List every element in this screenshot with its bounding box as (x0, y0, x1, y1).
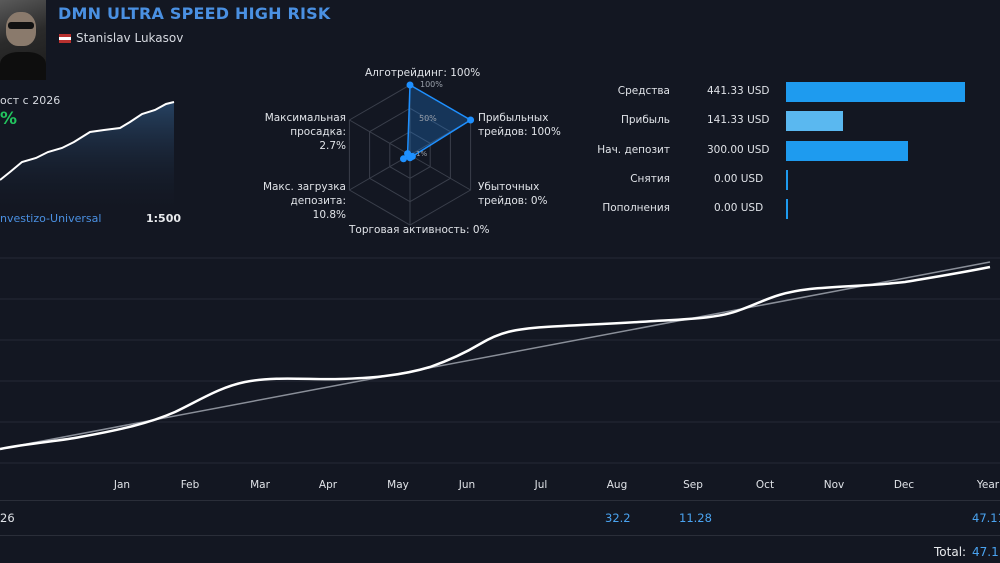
month-label: Feb (180, 479, 200, 491)
equity-trend-line (0, 261, 991, 450)
month-label: Nov (823, 479, 845, 491)
avatar-glasses (8, 22, 34, 29)
broker-server-link[interactable]: nvestizo-Universal (0, 212, 102, 225)
leverage-value: 1:500 (146, 212, 182, 225)
radar-label-profit-line2: трейдов: 100% (478, 126, 561, 138)
summary-bar (786, 111, 843, 132)
radar-label-loss-line2: трейдов: 0% (478, 195, 548, 207)
equity-growth-line (0, 265, 991, 451)
radar-tick-1: 1% (416, 150, 427, 158)
summary-label: Нач. депозит (597, 143, 670, 156)
month-label: Jan (113, 479, 131, 491)
radar-label-loss-trades: Убыточных трейдов: 0% (478, 180, 547, 208)
total-value: 47.11 (972, 545, 1000, 559)
summary-label: Пополнения (602, 202, 670, 215)
equity-chart (0, 257, 1000, 464)
summary-bar (786, 140, 908, 161)
equity-chart-gridlines (0, 257, 1000, 464)
avatar-shirt (0, 52, 46, 80)
radar-label-load-line2: депозита: 10.8% (290, 195, 346, 221)
signal-title[interactable]: DMN ULTRA SPEED HIGH RISK (58, 4, 331, 23)
table-divider-top (0, 500, 1000, 501)
summary-bar (786, 199, 788, 220)
month-label: Jul (534, 479, 548, 491)
sparkline-line (0, 101, 175, 181)
value-sep: 11.28 (679, 511, 712, 525)
summary-value: 0.00 USD (714, 202, 764, 215)
radar-point (406, 81, 414, 89)
radar-axis (349, 119, 411, 156)
month-label: Mar (250, 479, 270, 491)
month-label: Year (976, 479, 1000, 491)
summary-label: Средства (617, 85, 670, 97)
summary-value: 441.33 USD (707, 85, 770, 97)
summary-bar (786, 169, 788, 190)
radar-data-polygon (401, 83, 473, 160)
latvia-flag-icon (59, 34, 71, 43)
month-label: Aug (606, 479, 628, 491)
avatar-face (6, 12, 36, 46)
growth-value: % (0, 109, 18, 129)
radar-axis (349, 154, 411, 191)
month-label: Oct (755, 479, 775, 491)
month-label: Jun (458, 479, 476, 491)
summary-label: Снятия (630, 172, 670, 185)
radar-label-drawdown-line2: просадка: 2.7% (290, 126, 346, 152)
value-year-total: 47.11 (972, 511, 1000, 525)
month-label: Dec (893, 479, 915, 491)
growth-sparkline (0, 101, 175, 210)
summary-value: 300.00 USD (707, 143, 770, 156)
radar-label-activity: Торговая активность: 0% (349, 224, 490, 236)
radar-label-drawdown-line1: Максимальная (264, 112, 346, 124)
radar-tick-50: 50% (419, 114, 437, 123)
radar-label-drawdown: Максимальная просадка: 2.7% (262, 111, 346, 153)
summary-value: 0.00 USD (714, 172, 764, 185)
summary-bar (786, 82, 965, 102)
month-label: Apr (318, 479, 338, 491)
total-label: Total: (934, 545, 967, 559)
radar-label-loss-line1: Убыточных (478, 181, 540, 193)
year-row-label: 26 (0, 511, 15, 525)
month-label: Sep (683, 479, 703, 491)
radar-point (404, 150, 412, 158)
radar-point (400, 155, 407, 163)
month-label: May (387, 479, 409, 491)
radar-label-load-line1: Макс. загрузка (262, 181, 346, 193)
growth-since-label: ост с 2026 (0, 94, 61, 107)
radar-tick-100: 100% (420, 80, 443, 89)
summary-value: 141.33 USD (707, 114, 770, 127)
avatar[interactable] (0, 0, 46, 80)
radar-label-load: Макс. загрузка депозита: 10.8% (262, 180, 346, 222)
table-divider-bottom (0, 535, 1000, 536)
radar-label-algo: Алготрейдинг: 100% (365, 67, 481, 79)
radar-point (467, 116, 475, 124)
value-aug: 32.2 (605, 511, 631, 525)
summary-label: Прибыль (620, 114, 670, 127)
radar-label-profit-trades: Прибыльных трейдов: 100% (478, 111, 561, 139)
author-name[interactable]: Stanislav Lukasov (76, 31, 184, 45)
radar-label-profit-line1: Прибыльных (478, 112, 549, 124)
sparkline-area (0, 102, 174, 210)
radar-chart: 100% 50% 1% (348, 80, 475, 226)
radar-axis (409, 154, 471, 191)
